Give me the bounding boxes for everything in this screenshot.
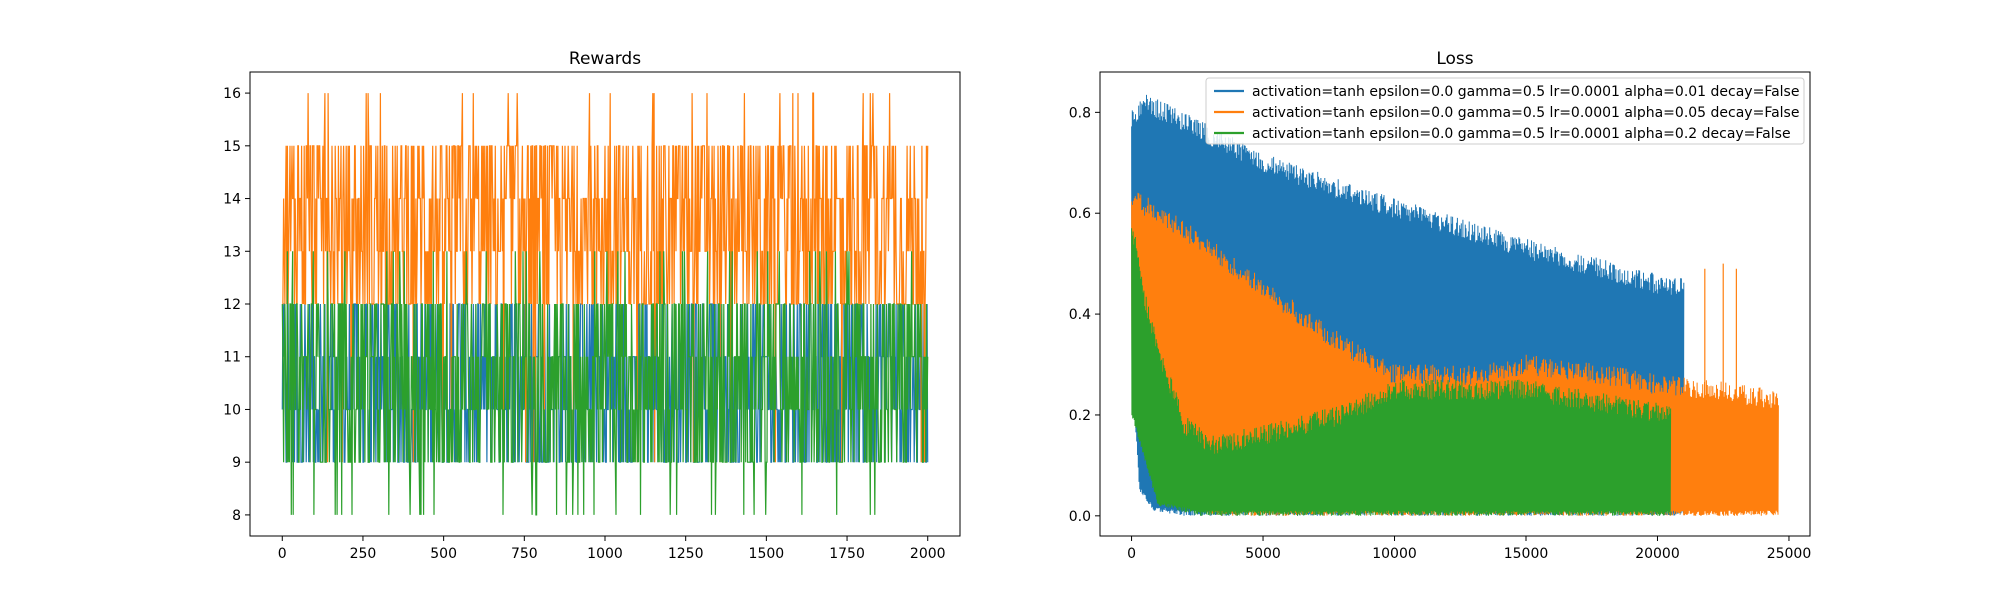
loss-series-line	[1131, 228, 1672, 516]
loss-x-tick-label: 10000	[1372, 546, 1417, 562]
rewards-x-tick-label: 1500	[749, 546, 785, 562]
rewards-title: Rewards	[569, 49, 641, 69]
loss-y-tick-label: 0.2	[1069, 408, 1091, 424]
rewards-chart: Rewards 0 250 500 750 1000 1250 1500 1750 2000 8 9…	[223, 49, 961, 562]
rewards-plot-area	[281, 92, 929, 516]
rewards-y-tick-label: 13	[223, 244, 241, 260]
rewards-x-tick-label: 500	[430, 546, 457, 562]
loss-x-tick-label: 20000	[1635, 546, 1680, 562]
loss-y-tick-label: 0.0	[1069, 509, 1091, 525]
loss-chart: Loss 0 5000 10000 15000 20000 250000.00.20.40…	[1069, 49, 1812, 562]
rewards-y-tick-label: 12	[223, 297, 241, 313]
legend-box	[1205, 77, 1805, 145]
rewards-series-line	[281, 251, 929, 516]
loss-ticks: 0 5000 10000 15000 20000 25000 0.0 0.2 0.4 0.6 0.8	[1069, 105, 1812, 562]
loss-legend: activation=tanh epsilon=0.0 gamma=0.5 lr…	[1205, 77, 1805, 145]
rewards-x-tick-label: 1250	[668, 546, 704, 562]
rewards-y-tick-label: 14	[223, 192, 241, 208]
loss-y-tick-label: 0.4	[1069, 307, 1091, 323]
loss-x-tick-label: 25000	[1767, 546, 1812, 562]
rewards-x-tick-label: 2000	[910, 546, 946, 562]
rewards-y-tick-label: 9	[232, 455, 241, 471]
legend-label-alpha-005: activation=tanh epsilon=0.0 gamma=0.5 lr…	[1252, 105, 1799, 121]
loss-x-tick-label: 0	[1127, 546, 1136, 562]
loss-title: Loss	[1436, 49, 1473, 69]
rewards-y-tick-label: 15	[223, 139, 241, 155]
legend-label-alpha-02: activation=tanh epsilon=0.0 gamma=0.5 lr…	[1252, 126, 1791, 142]
legend-label-alpha-001: activation=tanh epsilon=0.0 gamma=0.5 lr…	[1252, 84, 1799, 100]
loss-x-tick-label: 15000	[1504, 546, 1549, 562]
loss-x-tick-label: 5000	[1245, 546, 1281, 562]
rewards-x-tick-label: 0	[278, 546, 287, 562]
rewards-y-tick-label: 8	[232, 508, 241, 524]
rewards-series-line	[282, 92, 929, 463]
loss-plot-area	[1131, 94, 1779, 516]
loss-axes-frame	[1099, 71, 1811, 537]
rewards-x-tick-label: 1000	[587, 546, 623, 562]
loss-y-tick-label: 0.6	[1069, 206, 1091, 222]
rewards-x-tick-label: 750	[511, 546, 538, 562]
rewards-y-tick-label: 11	[223, 350, 241, 366]
rewards-ticks: 0 250 500 750 1000 1250 1500 1750 2000 8 9 10 11 12 13…	[223, 86, 945, 562]
rewards-y-tick-label: 16	[223, 86, 241, 102]
loss-y-tick-label: 0.8	[1069, 105, 1091, 121]
rewards-x-tick-label: 1750	[829, 546, 865, 562]
rewards-x-tick-label: 250	[350, 546, 377, 562]
rewards-y-tick-label: 10	[223, 402, 241, 418]
